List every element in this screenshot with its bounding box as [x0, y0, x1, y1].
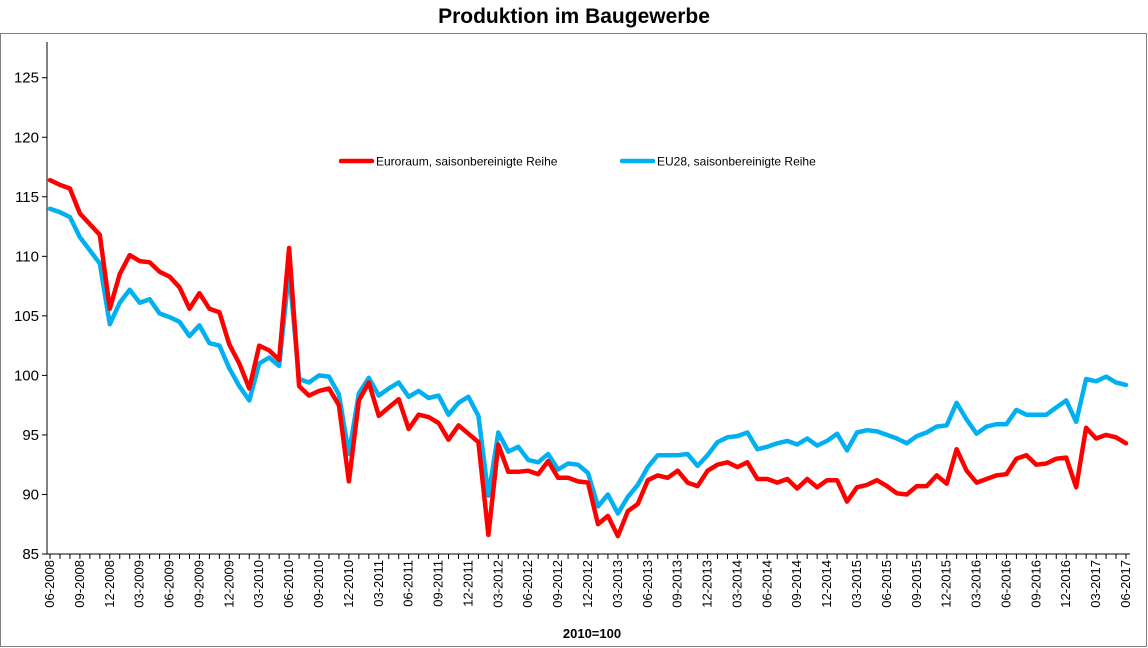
x-tick-label: 06-2010 — [281, 560, 296, 608]
y-tick-label: 115 — [15, 189, 39, 206]
x-tick-label: 03-2012 — [490, 560, 505, 608]
x-tick-label: 12-2010 — [341, 560, 356, 608]
x-tick-label: 06-2012 — [520, 560, 535, 608]
y-ticks: 85 90 95 100 105 110 115 120 125 — [14, 70, 47, 563]
chart-title: Produktion im Baugewerbe — [438, 5, 710, 28]
y-tick-label: 105 — [14, 308, 39, 325]
x-tick-label: 06-2014 — [759, 560, 774, 608]
plot-frame — [0, 33, 1147, 647]
x-tick-label: 06-2016 — [998, 560, 1013, 608]
x-tick-label: 12-2014 — [819, 560, 834, 608]
x-tick-label: 03-2016 — [969, 560, 984, 608]
x-tick-label: 12-2013 — [700, 560, 715, 608]
x-tick-label: 06-2009 — [162, 560, 177, 608]
x-tick-label: 09-2016 — [1028, 560, 1043, 608]
x-tick-label: 06-2008 — [42, 560, 57, 608]
x-tick-label: 06-2017 — [1118, 560, 1133, 608]
y-tick-label: 100 — [14, 367, 39, 384]
legend-label-euroraum: Euroraum, saisonbereinigte Reihe — [376, 155, 558, 169]
x-tick-label: 09-2014 — [789, 560, 804, 608]
x-tick-label: 09-2015 — [909, 560, 924, 608]
x-tick-label: 03-2013 — [610, 560, 625, 608]
y-tick-label: 90 — [22, 486, 39, 503]
x-tick-label: 03-2014 — [729, 560, 744, 608]
x-tick-label: 03-2011 — [371, 560, 386, 607]
x-tick-label: 03-2010 — [251, 560, 266, 608]
x-tick-label: 12-2008 — [102, 560, 117, 608]
y-tick-label: 120 — [14, 129, 39, 146]
x-tick-label: 06-2011 — [401, 560, 416, 607]
x-ticks: 06-2008 09-2008 12-2008 03-2009 06-2009 09-20… — [42, 554, 1133, 608]
x-tick-label: 03-2017 — [1088, 560, 1103, 608]
y-tick-label: 85 — [22, 546, 39, 563]
series-line-eu28 — [47, 206, 1129, 516]
x-tick-label: 06-2015 — [879, 560, 894, 608]
series-layer — [47, 177, 1129, 539]
x-tick-label: 09-2008 — [72, 560, 87, 608]
x-tick-label: 03-2015 — [849, 560, 864, 608]
x-tick-label: 09-2013 — [670, 560, 685, 608]
legend: Euroraum, saisonbereinigte Reihe EU28, s… — [338, 155, 816, 169]
series-line-euroraum — [47, 177, 1129, 539]
x-tick-label: 12-2009 — [221, 560, 236, 608]
x-axis-label: 2010=100 — [563, 626, 621, 641]
y-tick-label: 95 — [22, 427, 39, 444]
y-tick-label: 125 — [14, 70, 39, 87]
x-tick-label: 09-2012 — [550, 560, 565, 608]
x-tick-label: 12-2015 — [939, 560, 954, 608]
x-tick-label: 12-2016 — [1058, 560, 1073, 608]
x-tick-label: 12-2011 — [460, 560, 475, 607]
x-tick-label: 03-2009 — [132, 560, 147, 608]
legend-label-eu28: EU28, saisonbereinigte Reihe — [657, 155, 816, 169]
x-tick-label: 12-2012 — [580, 560, 595, 608]
x-tick-label: 09-2010 — [311, 560, 326, 608]
y-tick-label: 110 — [15, 248, 39, 265]
x-tick-label: 06-2013 — [640, 560, 655, 608]
x-tick-label: 09-2011 — [431, 560, 446, 607]
x-tick-label: 09-2009 — [191, 560, 206, 608]
